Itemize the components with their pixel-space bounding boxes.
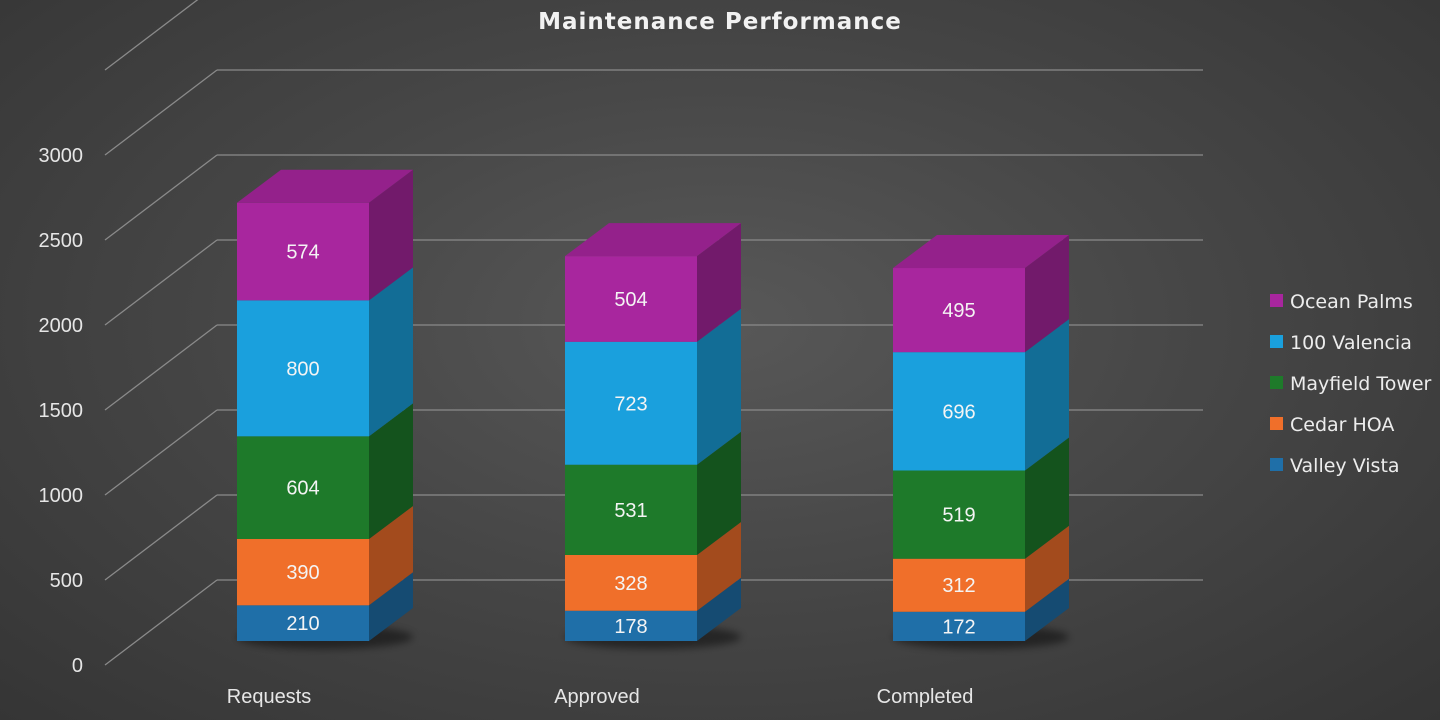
data-label: 519 (942, 505, 975, 527)
data-label: 390 (286, 562, 319, 584)
bar-completed-cedar-hoa-side (1025, 525, 1069, 612)
gridline-diagonal (104, 239, 218, 326)
legend-label: 100 Valencia (1290, 332, 1412, 354)
bar-requests-100-valencia-side (369, 267, 413, 437)
bar-completed-ocean-palms-side (1025, 235, 1069, 353)
legend-item-100-valencia: 100 Valencia (1270, 332, 1412, 354)
bar-stack-requests: 210 390 604 800 574 (237, 169, 413, 649)
legend-label: Valley Vista (1290, 455, 1400, 477)
bar-completed-ocean-palms (893, 268, 1025, 353)
bar-completed-ocean-palms-top (893, 235, 1069, 269)
bar-requests-ocean-palms-top (237, 169, 413, 203)
data-label: 531 (614, 500, 647, 522)
bar-completed-cedar-hoa (893, 558, 1025, 612)
data-label: 495 (942, 300, 975, 322)
bar-requests-mayfield-tower-side (369, 403, 413, 539)
legend-swatch (1270, 458, 1283, 471)
bar-approved-ocean-palms-top (565, 223, 741, 257)
gridline-diagonal (104, 494, 218, 581)
data-label: 312 (942, 575, 975, 597)
bar-approved-100-valencia (565, 341, 697, 465)
bar-approved-cedar-hoa (565, 554, 697, 611)
gridline-diagonal (104, 0, 199, 71)
bar-approved-100-valencia-side (697, 308, 741, 465)
y-tick-label: 3000 (39, 145, 84, 167)
x-category-label: Requests (227, 686, 312, 708)
y-tick-label: 2000 (39, 315, 84, 337)
bars: 210 390 604 800 574 178 328 531 723 504 172 312 519 6… (237, 169, 1069, 649)
bar-stack-approved: 178 328 531 723 504 (565, 223, 741, 649)
bar-approved-ocean-palms-side (697, 223, 741, 342)
y-tick-label: 500 (50, 570, 83, 592)
bar-completed-100-valencia-side (1025, 319, 1069, 471)
y-axis-ticks: 0 500 1000 1500 2000 2500 3000 (39, 145, 84, 677)
bar-requests-mayfield-tower (237, 436, 369, 539)
bar-completed-valley-vista (893, 611, 1025, 641)
legend-swatch (1270, 294, 1283, 307)
gridline-diagonal (104, 409, 218, 496)
bar-completed-100-valencia (893, 352, 1025, 471)
data-label: 328 (614, 573, 647, 595)
bar-approved-mayfield-tower-side (697, 431, 741, 555)
bar-approved-valley-vista (565, 610, 697, 641)
gridline-diagonal (104, 154, 218, 241)
data-label: 178 (614, 616, 647, 638)
bar-completed-valley-vista-side (1025, 578, 1069, 641)
bar-completed-mayfield-tower (893, 470, 1025, 559)
bar-requests-ocean-palms (237, 202, 369, 301)
legend-swatch (1270, 376, 1283, 389)
legend-item-valley-vista: Valley Vista (1270, 455, 1400, 477)
data-label: 172 (942, 616, 975, 638)
data-label: 504 (614, 289, 647, 311)
bar-requests-valley-vista-side (369, 572, 413, 641)
chart-title: Maintenance Performance (538, 9, 902, 35)
data-label: 696 (942, 401, 975, 423)
data-label: 210 (286, 613, 319, 635)
legend-label: Cedar HOA (1290, 414, 1394, 436)
data-label: 574 (286, 242, 319, 264)
gridline-diagonal (104, 579, 218, 666)
legend-item-cedar-hoa: Cedar HOA (1270, 414, 1394, 436)
y-tick-label: 1000 (39, 485, 84, 507)
y-tick-label: 1500 (39, 400, 84, 422)
legend: Ocean Palms 100 Valencia Mayfield Tower Ced… (1270, 291, 1432, 477)
y-tick-label: 0 (72, 655, 83, 677)
bar-requests-cedar-hoa (237, 539, 369, 606)
data-label: 800 (286, 358, 319, 380)
bar-requests-valley-vista (237, 605, 369, 641)
gridline-diagonal (104, 69, 218, 156)
x-category-label: Completed (877, 686, 974, 708)
bar-completed-mayfield-tower-side (1025, 437, 1069, 559)
gridline-diagonal (104, 324, 218, 411)
x-axis-categories: Requests Approved Completed (227, 686, 974, 708)
bar-requests-100-valencia (237, 300, 369, 437)
x-category-label: Approved (554, 686, 640, 708)
data-label: 723 (614, 393, 647, 415)
legend-label: Ocean Palms (1290, 291, 1413, 313)
legend-swatch (1270, 335, 1283, 348)
legend-item-ocean-palms: Ocean Palms (1270, 291, 1413, 313)
bar-requests-cedar-hoa-side (369, 506, 413, 606)
legend-label: Mayfield Tower (1290, 373, 1432, 395)
legend-item-mayfield-tower: Mayfield Tower (1270, 373, 1432, 395)
legend-swatch (1270, 417, 1283, 430)
data-label: 604 (286, 478, 319, 500)
bar-approved-cedar-hoa-side (697, 521, 741, 611)
bar-approved-valley-vista-side (697, 577, 741, 641)
bar-requests-ocean-palms-side (369, 169, 413, 301)
bar-approved-ocean-palms (565, 256, 697, 342)
bar-approved-mayfield-tower (565, 464, 697, 555)
y-tick-label: 2500 (39, 230, 84, 252)
bar-stack-completed: 172 312 519 696 495 (893, 235, 1069, 649)
